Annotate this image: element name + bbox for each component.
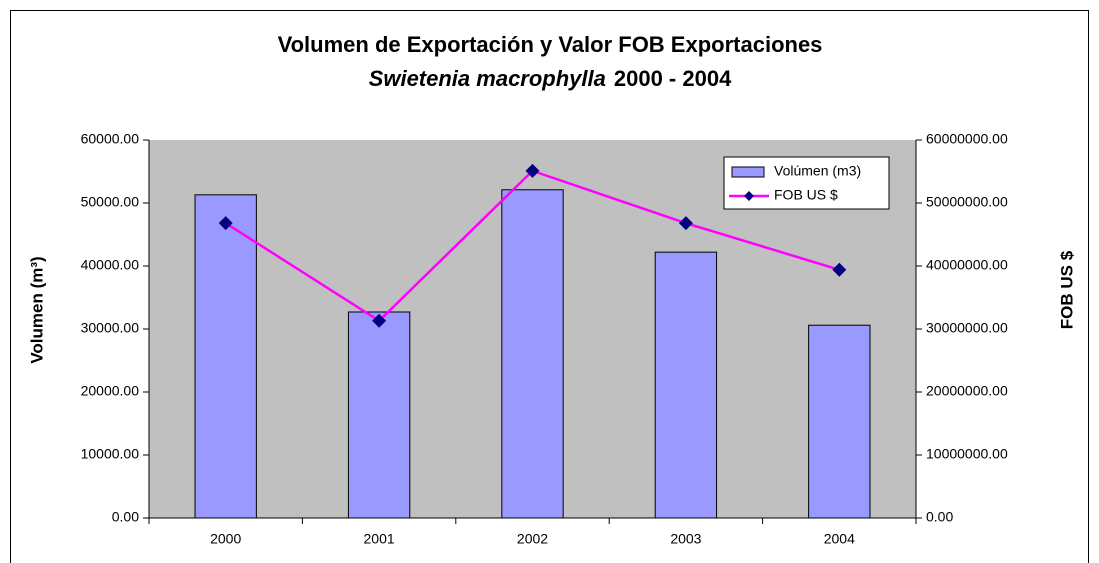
y2-axis-label: FOB US $ xyxy=(1057,250,1076,329)
bar xyxy=(808,324,871,519)
y2-tick-label: 30000000.00 xyxy=(926,320,1008,336)
y-tick-label: 50000.00 xyxy=(81,194,140,210)
chart-title: Volumen de Exportación y Valor FOB Expor… xyxy=(278,32,823,57)
marker xyxy=(525,163,540,178)
marker xyxy=(678,216,693,231)
y2-tick-label: 0.00 xyxy=(926,509,953,525)
y-tick-label: 60000.00 xyxy=(81,131,140,147)
chart-subtitle: Swietenia macrophylla 2000 - 2004 xyxy=(369,66,732,91)
y-tick-label: 20000.00 xyxy=(81,383,140,399)
bar xyxy=(194,194,257,519)
y-tick-label: 0.00 xyxy=(112,509,139,525)
x-tick-label: 2001 xyxy=(364,531,395,547)
subtitle-species: Swietenia macrophylla xyxy=(369,66,606,91)
y2-tick-label: 20000000.00 xyxy=(926,383,1008,399)
legend-box xyxy=(723,156,890,210)
legend-marker xyxy=(744,191,754,201)
y2-tick-label: 60000000.00 xyxy=(926,131,1008,147)
bar xyxy=(347,311,411,519)
y-tick-label: 30000.00 xyxy=(81,320,140,336)
y-axis-label: Volumen (m³) xyxy=(27,256,46,363)
x-tick-label: 2004 xyxy=(824,531,855,547)
x-tick-label: 2002 xyxy=(517,531,548,547)
bar xyxy=(654,251,718,519)
legend-label: FOB US $ xyxy=(774,187,838,203)
marker xyxy=(218,216,233,231)
y2-tick-label: 40000000.00 xyxy=(926,257,1008,273)
subtitle-years: 2000 - 2004 xyxy=(614,66,732,91)
y-tick-label: 40000.00 xyxy=(81,257,140,273)
legend-swatch xyxy=(731,166,765,178)
x-tick-label: 2003 xyxy=(670,531,701,547)
x-tick-label: 2000 xyxy=(210,531,241,547)
marker xyxy=(372,313,387,328)
legend-label: Volúmen (m3) xyxy=(774,163,861,179)
marker xyxy=(832,262,847,277)
y2-tick-label: 50000000.00 xyxy=(926,194,1008,210)
bar xyxy=(501,189,564,519)
y2-tick-label: 10000000.00 xyxy=(926,446,1008,462)
y-tick-label: 10000.00 xyxy=(81,446,140,462)
